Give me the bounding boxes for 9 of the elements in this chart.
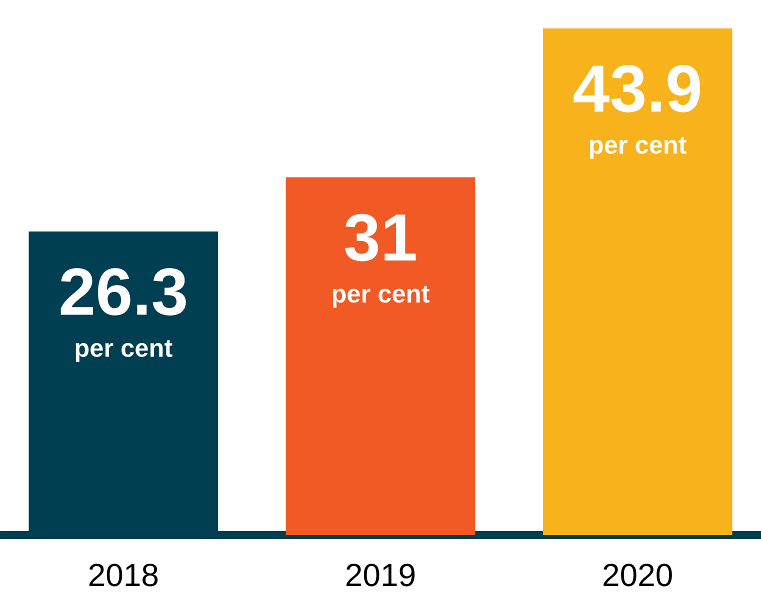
x-tick-label: 2020 bbox=[604, 564, 672, 586]
annotation: per cent bbox=[590, 137, 687, 159]
data-label: 26.3 bbox=[60, 268, 186, 316]
x-tick-label: 2018 bbox=[89, 564, 158, 586]
data-label: 43.9 bbox=[574, 65, 700, 112]
data-label: 31 bbox=[344, 214, 416, 262]
annotation: per cent bbox=[332, 286, 430, 308]
x-tick-label: 2019 bbox=[346, 564, 415, 586]
annotation: per cent bbox=[76, 340, 172, 362]
